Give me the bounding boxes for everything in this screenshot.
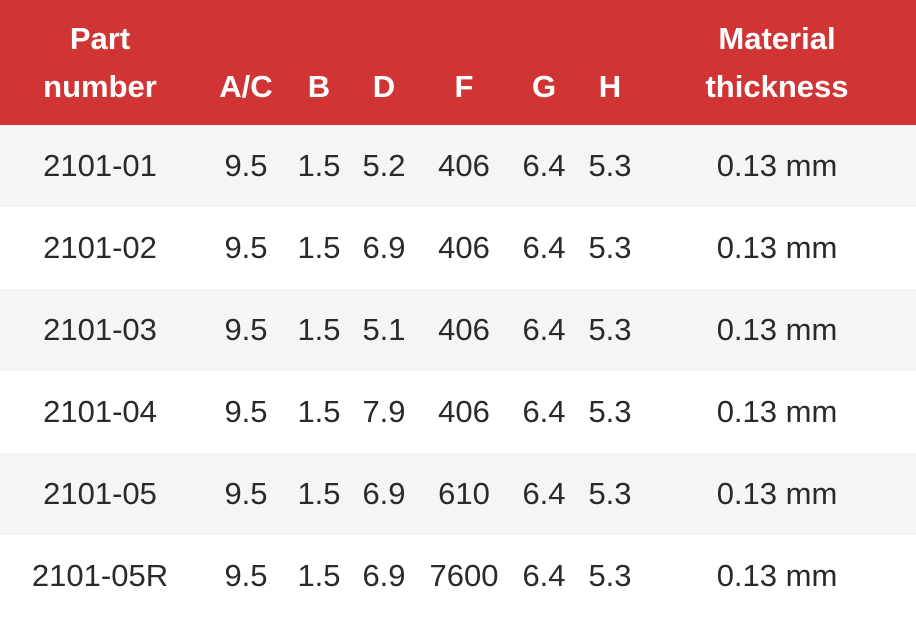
cell-h: 5.3: [588, 394, 632, 429]
cell-thickness: 0.13 mm: [716, 558, 838, 593]
table-row: 2101-02 9.5 1.5 6.9 406 6.4 5.3 0.13 mm: [0, 207, 916, 289]
cell-h: 5.3: [588, 558, 632, 593]
cell-d: 6.9: [362, 476, 406, 511]
cell-g: 6.4: [522, 148, 566, 183]
cell-g: 6.4: [522, 312, 566, 347]
cell-b: 1.5: [297, 312, 341, 347]
header-row: Part number A/C B D F G H Material thick…: [0, 0, 916, 125]
header-material-line2: thickness: [705, 69, 849, 104]
cell-f: 406: [438, 230, 490, 265]
cell-part-number: 2101-04: [43, 394, 157, 429]
cell-ac: 9.5: [224, 312, 268, 347]
header-part-line1: Part: [69, 21, 131, 56]
cell-h: 5.3: [588, 230, 632, 265]
cell-part-number: 2101-05R: [31, 558, 169, 593]
cell-d: 6.9: [362, 230, 406, 265]
table-body: 2101-01 9.5 1.5 5.2 406 6.4 5.3 0.13 mm …: [0, 125, 916, 617]
cell-ac: 9.5: [224, 394, 268, 429]
header-ac: A/C: [219, 69, 273, 104]
cell-ac: 9.5: [224, 148, 268, 183]
cell-h: 5.3: [588, 312, 632, 347]
table-row: 2101-05R 9.5 1.5 6.9 7600 6.4 5.3 0.13 m…: [0, 535, 916, 617]
header-material-thickness: Material thickness: [638, 0, 916, 125]
cell-g: 6.4: [522, 394, 566, 429]
header-b: B: [307, 69, 331, 104]
cell-thickness: 0.13 mm: [716, 312, 838, 347]
table-header: Part number A/C B D F G H Material thick…: [0, 0, 916, 125]
cell-g: 6.4: [522, 558, 566, 593]
cell-h: 5.3: [588, 148, 632, 183]
cell-d: 5.2: [362, 148, 406, 183]
cell-d: 7.9: [362, 394, 406, 429]
header-d: D: [372, 69, 396, 104]
cell-b: 1.5: [297, 476, 341, 511]
cell-b: 1.5: [297, 558, 341, 593]
cell-f: 610: [438, 476, 490, 511]
cell-d: 6.9: [362, 558, 406, 593]
cell-thickness: 0.13 mm: [716, 148, 838, 183]
cell-part-number: 2101-01: [43, 148, 157, 183]
cell-b: 1.5: [297, 230, 341, 265]
cell-thickness: 0.13 mm: [716, 476, 838, 511]
cell-f: 406: [438, 148, 490, 183]
cell-ac: 9.5: [224, 476, 268, 511]
cell-h: 5.3: [588, 476, 632, 511]
cell-b: 1.5: [297, 148, 341, 183]
header-g: G: [531, 69, 557, 104]
cell-f: 7600: [429, 558, 499, 593]
header-f: F: [454, 69, 474, 104]
cell-thickness: 0.13 mm: [716, 230, 838, 265]
cell-ac: 9.5: [224, 230, 268, 265]
table-row: 2101-03 9.5 1.5 5.1 406 6.4 5.3 0.13 mm: [0, 289, 916, 371]
header-material-line1: Material: [718, 21, 836, 56]
cell-part-number: 2101-05: [43, 476, 157, 511]
cell-part-number: 2101-03: [43, 312, 157, 347]
header-part-line2: number: [43, 69, 157, 104]
cell-g: 6.4: [522, 230, 566, 265]
table-row: 2101-04 9.5 1.5 7.9 406 6.4 5.3 0.13 mm: [0, 371, 916, 453]
cell-thickness: 0.13 mm: [716, 394, 838, 429]
cell-b: 1.5: [297, 394, 341, 429]
table-row: 2101-05 9.5 1.5 6.9 610 6.4 5.3 0.13 mm: [0, 453, 916, 535]
cell-ac: 9.5: [224, 558, 268, 593]
cell-f: 406: [438, 312, 490, 347]
cell-f: 406: [438, 394, 490, 429]
header-h: H: [598, 69, 622, 104]
cell-d: 5.1: [362, 312, 406, 347]
cell-part-number: 2101-02: [43, 230, 157, 265]
table-row: 2101-01 9.5 1.5 5.2 406 6.4 5.3 0.13 mm: [0, 125, 916, 207]
cell-g: 6.4: [522, 476, 566, 511]
header-part-number: Part number: [0, 0, 200, 125]
